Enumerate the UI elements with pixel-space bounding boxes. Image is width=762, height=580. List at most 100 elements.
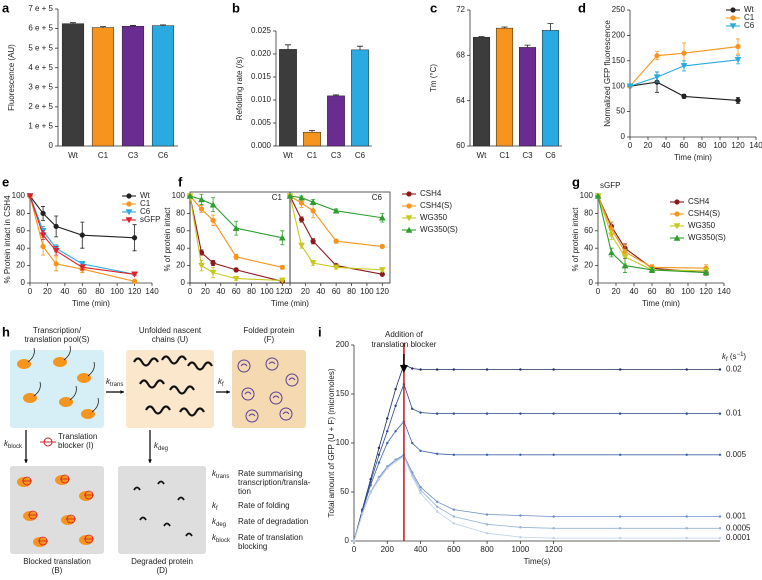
y-tick-label: 0 [181,278,186,287]
data-point [618,368,622,371]
series-line [353,364,720,542]
x-tick-label: C3 [128,151,139,160]
data-point [278,234,286,241]
data-point [685,368,688,371]
y-tick-label: 80 [16,209,25,218]
x-tick-label: 100 [681,287,695,296]
y-tick-label: 100 [580,191,594,200]
error-bar [524,44,531,48]
y-tick-label: 200 [612,31,626,40]
data-point [386,441,389,445]
ribosome-icon [59,397,73,407]
curve-label: 0.01 [726,409,742,418]
data-point [718,536,722,540]
x-tick-label: 20 [301,287,310,296]
folded-icon [241,387,255,401]
series-line [289,195,383,271]
data-point [419,368,422,371]
legend-marker [125,217,133,224]
legend-label: WG350 [688,221,716,230]
bar [351,49,369,147]
x-tick-label: 0 [28,287,33,296]
data-point [394,404,397,408]
data-point [452,522,456,525]
data-point [332,207,340,214]
ribosome-icon [61,515,75,525]
data-point [552,453,555,457]
y-tick-label: 64 [456,96,465,105]
data-point [410,475,414,478]
x-tick-label: Wt [68,151,79,160]
state-label: translation pool(S) [25,335,90,344]
arrow-head [120,390,124,394]
data-point [131,271,139,278]
blocker-label: blocker (I) [58,441,94,450]
data-point [702,269,710,276]
x-tick-label: 140 [145,287,159,296]
y-tick-label: 5 e + 5 [28,43,53,52]
panel-letter: h [2,324,10,339]
chain-icon [179,407,205,417]
folded-icon [285,373,299,387]
error-bar [501,26,508,29]
x-tick-label: 200 [381,545,395,554]
y-tick-label: 80 [584,209,593,218]
data-point [718,453,722,457]
rate-symbol-part: trans [110,382,123,388]
ribosome-icon [53,357,67,367]
y-tick-label: 0.020 [251,49,272,58]
folded-icon [237,359,251,373]
data-point [485,453,489,457]
data-point [621,262,629,269]
data-point [452,453,456,457]
data-point [435,500,439,504]
fragment-icon [185,532,193,537]
data-point [435,368,439,371]
y-axis-label: % of protein intact [571,207,580,272]
y-axis-label: Total amount of GFP (U + F) (micromoles) [327,368,336,517]
key-text: tion [238,487,251,496]
mrna-icon [27,347,35,363]
x-tick-label: 400 [414,545,428,554]
ribosome-icon [55,475,69,485]
data-point [485,513,489,516]
data-point [735,97,741,104]
data-point [209,269,217,276]
data-point [435,412,439,415]
error-bar [285,44,291,50]
data-point [594,192,602,199]
rate-symbol-part: k [106,377,111,386]
y-tick-label: 20 [584,261,593,270]
panel-letter: d [578,0,586,15]
x-tick-label: 0 [188,287,193,296]
data-point [78,261,86,268]
curve-label: 0.02 [726,365,742,374]
mrna-icon [91,397,99,413]
x-tick-label: Wt [283,151,294,160]
data-point [131,235,138,241]
data-point [419,449,422,453]
ribosome-icon [17,477,31,487]
y-tick-label: 1 e + 5 [28,122,53,131]
data-point [452,412,456,415]
y-tick-label: 60 [16,226,25,235]
chain-icon [161,355,187,365]
curve-label: 0.0001 [726,533,751,542]
folded-icon [282,411,290,415]
x-tick-label: 100 [110,287,124,296]
rate-symbol: kblock [4,439,23,449]
blocker-label: Translation [58,432,97,441]
x-tick-label: C3 [522,151,533,160]
rate-symbol: kdeg [212,517,226,527]
data-point [608,232,615,239]
series-line [629,81,739,101]
x-axis-label: Time (min) [642,299,680,308]
x-tick-label: 60 [332,287,341,296]
y-tick-label: 80 [176,209,185,218]
y-tick-label: 100 [336,438,350,447]
y-tick-label: 72 [456,5,465,14]
data-point [377,461,381,464]
annotation-text: Addition of [385,330,424,339]
data-point [310,208,316,214]
annotation-text: translation blocker [371,340,436,349]
